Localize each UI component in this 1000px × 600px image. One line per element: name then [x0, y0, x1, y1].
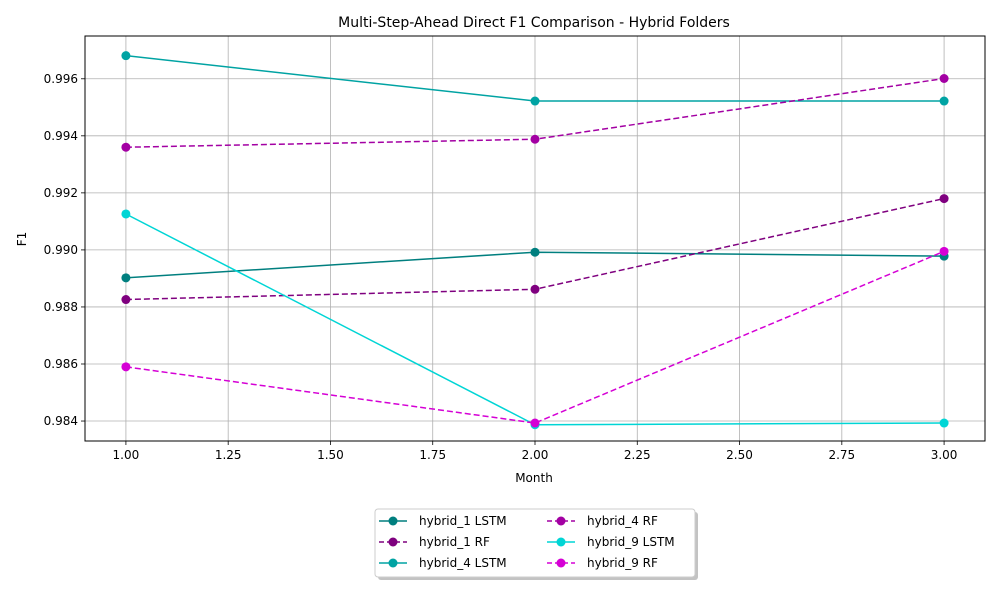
x-tick-label: 1.50: [317, 448, 344, 462]
x-tick-label: 1.00: [113, 448, 140, 462]
x-tick-label: 2.00: [522, 448, 549, 462]
legend-label: hybrid_4 RF: [587, 514, 658, 528]
data-point: [530, 418, 540, 428]
data-point: [121, 273, 131, 283]
legend-marker: [388, 516, 398, 526]
data-point: [530, 134, 540, 144]
y-tick-label: 0.996: [44, 72, 78, 86]
x-axis-label: Month: [515, 471, 553, 485]
x-tick-label: 2.25: [624, 448, 651, 462]
y-axis-label: F1: [15, 232, 29, 247]
data-point: [939, 246, 949, 256]
series-line: [125, 250, 945, 424]
legend-label: hybrid_4 LSTM: [419, 556, 507, 570]
legend-item: hybrid_1 LSTM: [379, 514, 507, 528]
series-hybrid-4-lstm: [121, 51, 949, 106]
x-tick-label: 3.00: [931, 448, 958, 462]
data-point: [530, 284, 540, 294]
legend-item: hybrid_9 RF: [547, 556, 658, 570]
y-tick-label: 0.994: [44, 129, 78, 143]
data-point: [939, 96, 949, 106]
data-point: [939, 194, 949, 204]
legend: hybrid_1 LSTM hybrid_1 RF hybrid_4 LSTM hyb…: [374, 508, 698, 580]
series-hybrid-1-rf: [121, 194, 949, 305]
y-tick-label: 0.984: [44, 414, 78, 428]
y-axis: 0.984 0.986 0.988 0.990 0.992 0.994 0.996: [44, 72, 85, 428]
series-hybrid-1-lstm: [121, 247, 949, 283]
legend-marker: [388, 537, 398, 547]
data-point: [121, 51, 131, 61]
data-point: [121, 362, 131, 372]
legend-item: hybrid_4 LSTM: [379, 556, 507, 570]
data-point: [939, 73, 949, 83]
legend-item: hybrid_1 RF: [379, 535, 490, 549]
series-hybrid-9-rf: [121, 246, 949, 428]
y-tick-label: 0.990: [44, 243, 78, 257]
y-tick-label: 0.988: [44, 300, 78, 314]
legend-label: hybrid_9 RF: [587, 556, 658, 570]
data-point: [121, 142, 131, 152]
legend-marker: [556, 537, 566, 547]
x-axis: 1.00 1.25 1.50 1.75 2.00 2.25 2.50 2.75 3.00: [113, 441, 958, 462]
x-tick-label: 2.50: [726, 448, 753, 462]
legend-marker: [556, 516, 566, 526]
x-tick-label: 1.25: [215, 448, 242, 462]
legend-item: hybrid_9 LSTM: [547, 535, 675, 549]
y-tick-label: 0.992: [44, 186, 78, 200]
series-hybrid-4-rf: [121, 73, 949, 152]
data-point: [939, 418, 949, 428]
y-tick-label: 0.986: [44, 357, 78, 371]
series-layer: [121, 51, 949, 430]
legend-label: hybrid_1 RF: [419, 535, 490, 549]
legend-box: [374, 508, 696, 578]
legend-item: hybrid_4 RF: [547, 514, 658, 528]
x-tick-label: 1.75: [419, 448, 446, 462]
data-point: [530, 96, 540, 106]
legend-label: hybrid_1 LSTM: [419, 514, 507, 528]
chart-title: Multi-Step-Ahead Direct F1 Comparison - …: [338, 15, 730, 31]
legend-marker: [388, 558, 398, 568]
legend-label: hybrid_9 LSTM: [587, 535, 675, 549]
data-point: [121, 295, 131, 305]
legend-marker: [556, 558, 566, 568]
x-tick-label: 2.75: [828, 448, 855, 462]
data-point: [121, 209, 131, 219]
data-point: [530, 247, 540, 257]
